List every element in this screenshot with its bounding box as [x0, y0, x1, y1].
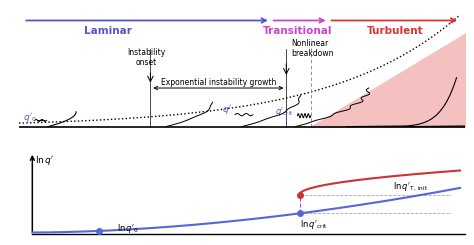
Text: Turbulent: Turbulent	[367, 26, 424, 36]
Text: $\ln q'_{\mathrm{crit}}$: $\ln q'_{\mathrm{crit}}$	[300, 218, 328, 231]
Text: Instability
onset: Instability onset	[127, 48, 165, 67]
Text: $q'_{\mathrm{crit}}$: $q'_{\mathrm{crit}}$	[275, 105, 294, 118]
Text: $q'$: $q'$	[222, 103, 231, 116]
Text: $q'_0$: $q'_0$	[23, 111, 37, 124]
Text: Transitional: Transitional	[263, 26, 332, 36]
Text: Laminar: Laminar	[84, 26, 132, 36]
Text: Nonlinear
breakdown: Nonlinear breakdown	[291, 39, 333, 59]
Text: Exponential instability growth: Exponential instability growth	[161, 78, 276, 87]
Text: $\ln q'_{\mathrm{T,\,init}}$: $\ln q'_{\mathrm{T,\,init}}$	[393, 180, 428, 193]
Text: $\ln q'_0$: $\ln q'_0$	[117, 222, 139, 235]
Text: $\ln q'$: $\ln q'$	[35, 155, 54, 168]
